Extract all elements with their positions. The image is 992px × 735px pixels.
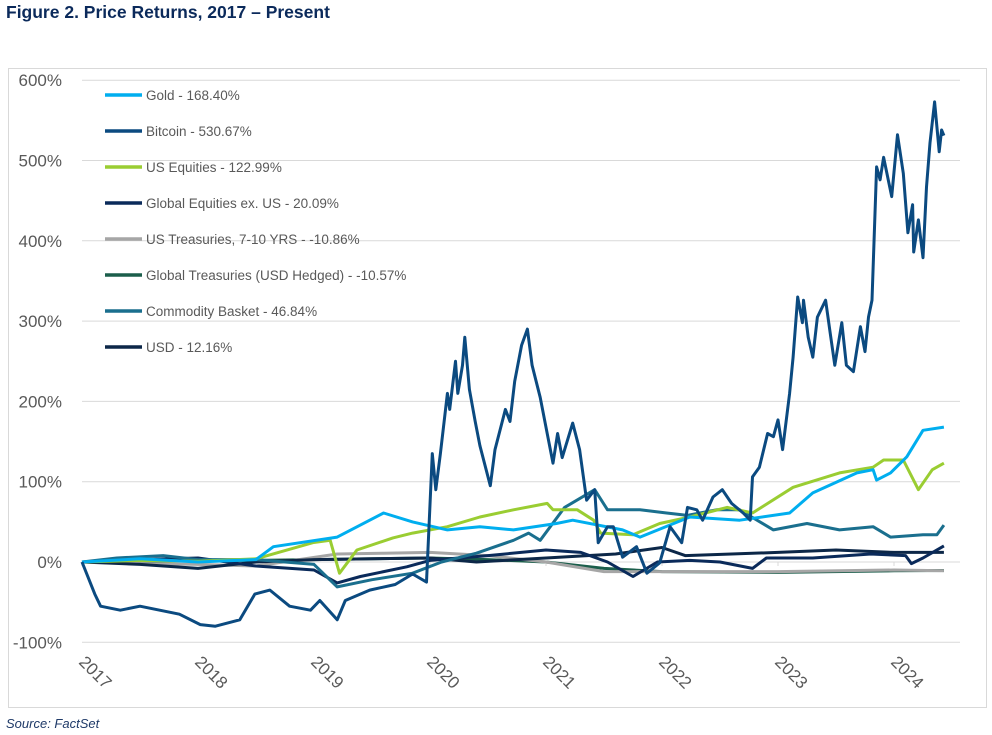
source-note: Source: FactSet — [6, 716, 100, 731]
x-tick-label: 2017 — [75, 652, 115, 692]
legend-label: Global Treasuries (USD Hedged) - -10.57% — [146, 268, 406, 283]
y-tick-label: 200% — [19, 392, 62, 411]
x-tick-label: 2020 — [423, 652, 463, 692]
x-tick-label: 2018 — [191, 652, 231, 692]
series-line-8 — [81, 546, 944, 570]
x-tick-label: 2023 — [771, 652, 811, 692]
x-tick-label: 2021 — [539, 652, 579, 692]
y-tick-label: -100% — [13, 633, 62, 652]
series-line-3 — [81, 458, 945, 575]
series-line-4 — [81, 544, 945, 585]
y-tick-label: 500% — [19, 152, 62, 171]
x-tick-label: 2022 — [655, 652, 695, 692]
series-line-7 — [81, 488, 946, 589]
legend-label: USD - 12.16% — [146, 340, 232, 355]
chart-frame — [8, 68, 987, 708]
y-tick-label: 100% — [19, 473, 62, 492]
y-tick-label: 400% — [19, 232, 62, 251]
x-tick-label: 2019 — [307, 652, 347, 692]
legend-label: US Treasuries, 7-10 YRS - -10.86% — [146, 232, 360, 247]
y-tick-label: 0% — [37, 553, 62, 572]
legend-label: Global Equities ex. US - 20.09% — [146, 196, 339, 211]
series-line-2 — [80, 100, 946, 628]
legend-label: US Equities - 122.99% — [146, 160, 282, 175]
series-line-5 — [81, 550, 944, 574]
legend-label: Gold - 168.40% — [146, 88, 240, 103]
x-tick-label: 2024 — [887, 652, 927, 692]
figure-title: Figure 2. Price Returns, 2017 – Present — [6, 2, 330, 22]
legend-label: Commodity Basket - 46.84% — [146, 304, 317, 319]
legend-label: Bitcoin - 530.67% — [146, 124, 252, 139]
y-tick-label: 600% — [19, 71, 62, 90]
y-tick-label: 300% — [19, 312, 62, 331]
